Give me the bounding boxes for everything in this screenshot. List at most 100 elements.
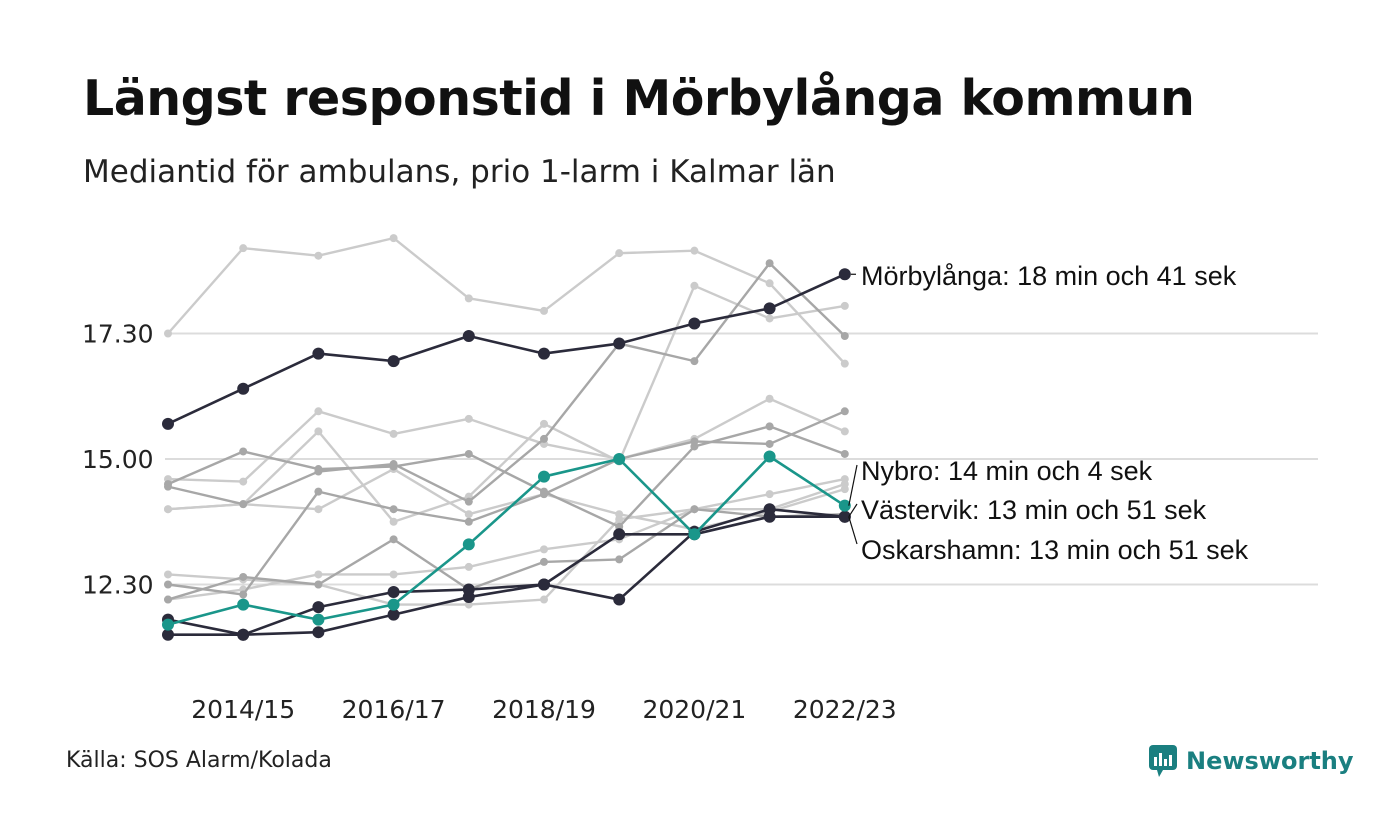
data-point — [464, 449, 473, 458]
data-point — [314, 427, 323, 436]
data-point — [312, 626, 325, 639]
series-line — [166, 455, 847, 626]
data-point — [690, 246, 699, 255]
data-point — [540, 545, 548, 554]
data-point — [312, 613, 325, 626]
data-point — [615, 555, 624, 564]
series-label-nybro: Nybro: 14 min och 4 sek — [861, 456, 1153, 486]
series-line — [166, 262, 846, 506]
series-comparison — [164, 259, 849, 509]
data-point — [164, 329, 172, 338]
data-point — [389, 234, 398, 243]
data-point — [765, 490, 774, 499]
data-point — [690, 437, 699, 446]
series-comparison — [164, 281, 849, 526]
data-point — [314, 407, 323, 416]
data-point — [312, 601, 325, 614]
data-point — [838, 268, 851, 281]
y-tick-label: 12.30 — [82, 571, 154, 600]
data-point — [613, 528, 626, 541]
data-point — [387, 608, 400, 621]
chart-subtitle: Mediantid för ambulans, prio 1-larm i Ka… — [83, 154, 836, 190]
series-nybro — [162, 450, 851, 631]
data-point — [613, 337, 626, 350]
source-note: Källa: SOS Alarm/Kolada — [66, 748, 332, 773]
data-point — [387, 598, 400, 611]
series-v-stervik — [162, 503, 851, 641]
data-point — [389, 535, 398, 544]
data-point — [464, 562, 473, 571]
data-point — [840, 485, 849, 494]
data-point — [540, 306, 548, 315]
series-oskarshamn — [162, 510, 851, 641]
series-line — [166, 508, 846, 601]
data-point — [162, 628, 174, 641]
y-tick-label: 17.30 — [82, 320, 154, 349]
series-label-oskarshamn: Oskarshamn: 13 min och 51 sek — [861, 535, 1249, 565]
data-point — [840, 407, 849, 416]
data-point — [840, 332, 849, 341]
data-point — [690, 281, 699, 290]
series-line — [166, 482, 846, 606]
data-point — [763, 302, 776, 315]
label-leader — [848, 464, 858, 506]
label-leader — [848, 516, 858, 545]
data-point — [387, 586, 400, 599]
data-point — [314, 505, 323, 514]
data-point — [765, 422, 774, 431]
series-line — [166, 507, 847, 637]
series-label-m-rbyl-nga: Mörbylånga: 18 min och 41 sek — [861, 261, 1237, 291]
series-line — [166, 284, 846, 523]
data-point — [389, 429, 398, 438]
data-point — [464, 510, 473, 519]
data-point — [540, 419, 548, 428]
data-point — [613, 593, 626, 606]
data-point — [464, 517, 473, 526]
data-point — [688, 317, 701, 330]
x-tick-label: 2020/21 — [642, 695, 746, 724]
newsworthy-logo-icon — [1149, 745, 1177, 777]
series-line — [166, 410, 846, 596]
data-point — [164, 595, 172, 604]
data-point — [464, 414, 473, 423]
data-point — [389, 570, 398, 579]
data-point — [462, 583, 475, 596]
chart-title: Längst responstid i Mörbylånga kommun — [83, 70, 1195, 127]
x-tick-label: 2016/17 — [342, 695, 446, 724]
series-line — [166, 272, 847, 426]
data-point — [763, 450, 776, 463]
data-point — [765, 259, 774, 268]
data-point — [164, 505, 172, 514]
data-point — [387, 355, 400, 368]
data-point — [314, 487, 323, 496]
data-point — [314, 570, 323, 579]
x-tick-label: 2022/23 — [793, 695, 897, 724]
data-point — [840, 427, 849, 436]
data-point — [765, 394, 774, 403]
data-point — [540, 434, 548, 443]
data-point — [688, 528, 701, 541]
data-point — [540, 490, 548, 499]
data-point — [765, 279, 774, 288]
series-comparison — [164, 407, 849, 599]
data-point — [314, 251, 323, 260]
x-tick-label: 2014/15 — [191, 695, 295, 724]
data-point — [239, 447, 248, 456]
data-point — [838, 510, 851, 523]
series-comparison — [164, 505, 849, 604]
y-tick-label: 15.00 — [82, 445, 154, 474]
data-point — [464, 497, 473, 506]
data-point — [462, 330, 475, 343]
series-m-rbyl-nga — [162, 268, 851, 430]
brand-name: Newsworthy — [1186, 747, 1354, 775]
data-point — [538, 470, 550, 483]
series-line — [166, 425, 846, 528]
data-point — [462, 538, 475, 551]
data-point — [690, 505, 699, 514]
series-line — [166, 397, 846, 483]
data-point — [237, 382, 250, 395]
data-point — [538, 578, 550, 591]
brand-logo: Newsworthy — [1148, 744, 1354, 778]
data-point — [314, 580, 323, 589]
